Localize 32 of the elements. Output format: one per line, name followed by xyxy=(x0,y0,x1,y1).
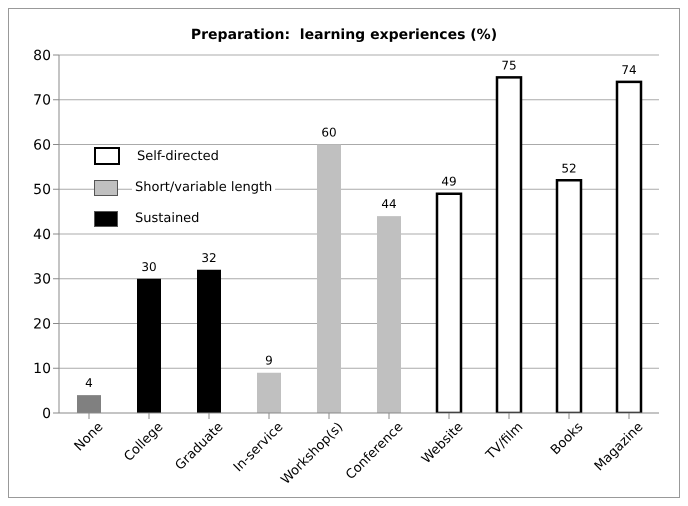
bar xyxy=(137,278,161,413)
bar xyxy=(197,270,221,413)
data-label: 4 xyxy=(85,376,93,390)
data-label: 60 xyxy=(321,126,337,140)
y-tick-label: 60 xyxy=(33,137,51,154)
y-tick-label: 10 xyxy=(33,361,51,378)
data-label: 30 xyxy=(141,260,157,274)
legend-label: Short/variable length xyxy=(132,179,276,196)
bar xyxy=(436,192,462,413)
data-label: 75 xyxy=(501,58,517,72)
legend-label: Sustained xyxy=(132,210,202,227)
y-tick-label: 0 xyxy=(42,406,51,422)
data-label: 49 xyxy=(441,174,457,189)
y-tick-label: 30 xyxy=(33,272,51,288)
bar xyxy=(257,372,281,413)
bar xyxy=(616,80,642,413)
y-tick-label: 70 xyxy=(33,92,51,109)
y-tick-label: 40 xyxy=(33,226,51,243)
data-label: 74 xyxy=(621,62,637,77)
y-tick-label: 20 xyxy=(33,316,51,332)
data-label: 9 xyxy=(265,354,273,368)
bar xyxy=(317,144,341,413)
data-label: 32 xyxy=(201,250,217,265)
y-tick-label: 80 xyxy=(33,48,51,64)
legend-label: Self-directed xyxy=(134,148,222,164)
bar xyxy=(496,76,522,413)
bar xyxy=(556,179,582,413)
y-tick-label: 50 xyxy=(33,182,51,198)
data-label: 52 xyxy=(561,161,577,176)
chart-title: Preparation: learning experiences (%) xyxy=(190,27,498,43)
bar xyxy=(377,216,401,413)
data-label: 44 xyxy=(381,197,397,212)
